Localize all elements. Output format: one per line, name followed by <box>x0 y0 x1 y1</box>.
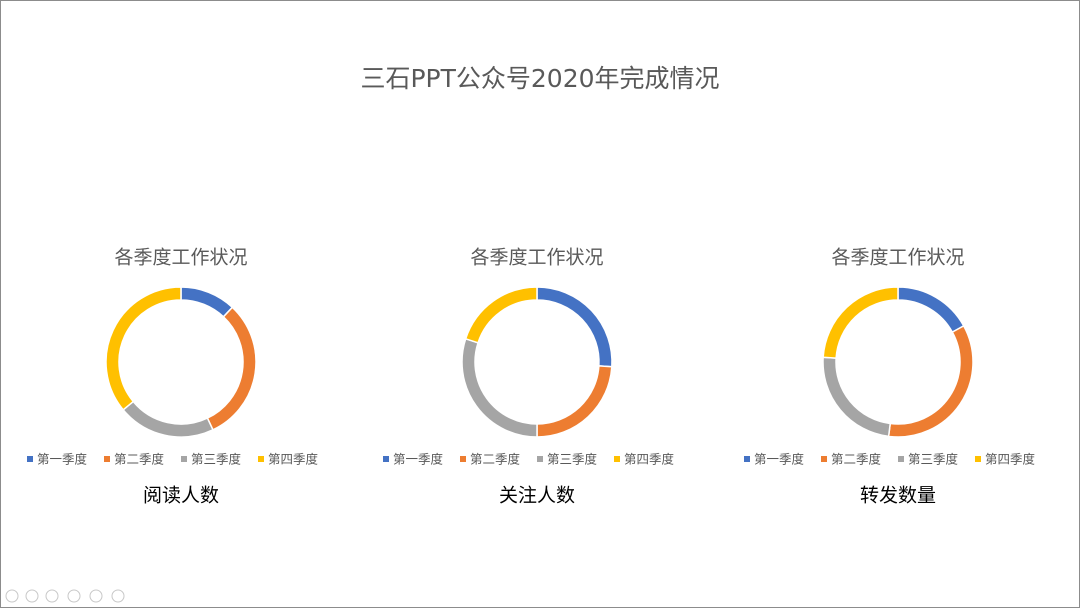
legend-swatch <box>975 456 981 462</box>
slide-title: 三石PPT公众号2020年完成情况 <box>360 64 719 93</box>
legend-label: 第四季度 <box>268 452 319 467</box>
legend-swatch <box>614 456 620 462</box>
legend-label: 第三季度 <box>191 452 242 467</box>
legend-label: 第四季度 <box>624 452 675 467</box>
presentation-controls[interactable] <box>5 589 125 603</box>
donut-segment <box>464 286 538 344</box>
chart-caption: 转发数量 <box>860 485 936 507</box>
donut-segment <box>105 286 182 411</box>
legend-label: 第二季度 <box>831 452 882 467</box>
zoom-button[interactable] <box>89 589 103 603</box>
chart-title: 各季度工作状况 <box>114 247 247 269</box>
legend-swatch <box>258 456 264 462</box>
chart-caption: 阅读人数 <box>143 485 219 507</box>
prev-button[interactable] <box>5 589 19 603</box>
donut-segment <box>822 286 899 359</box>
legend-swatch <box>744 456 750 462</box>
chart-caption: 关注人数 <box>499 485 575 507</box>
legend-label: 第二季度 <box>470 452 521 467</box>
chart-title: 各季度工作状况 <box>470 247 603 269</box>
next-button[interactable] <box>25 589 39 603</box>
more-button[interactable] <box>111 589 125 603</box>
chart-title: 各季度工作状况 <box>831 247 964 269</box>
legend-swatch <box>383 456 389 462</box>
slides-button[interactable] <box>67 589 81 603</box>
legend-label: 第一季度 <box>393 452 444 467</box>
legend-label: 第三季度 <box>547 452 598 467</box>
legend-label: 第三季度 <box>908 452 959 467</box>
legend-label: 第四季度 <box>985 452 1036 467</box>
legend-swatch <box>104 456 110 462</box>
legend-label: 第一季度 <box>754 452 805 467</box>
legend-swatch <box>537 456 543 462</box>
legend-label: 第一季度 <box>37 452 88 467</box>
pen-button[interactable] <box>45 589 59 603</box>
legend-label: 第二季度 <box>114 452 165 467</box>
legend-swatch <box>898 456 904 462</box>
legend-swatch <box>27 456 33 462</box>
legend-swatch <box>181 456 187 462</box>
legend-swatch <box>821 456 827 462</box>
legend-swatch <box>460 456 466 462</box>
